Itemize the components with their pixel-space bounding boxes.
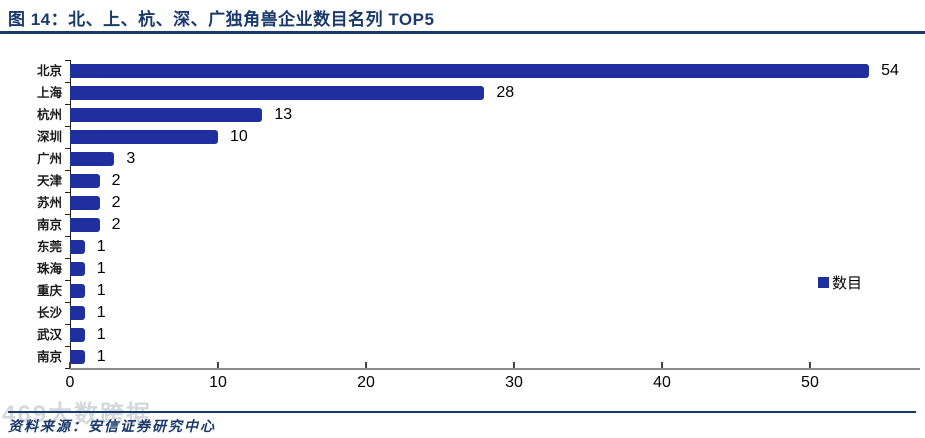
y-axis-tick (65, 367, 70, 369)
y-axis-tick (65, 59, 70, 61)
bar (70, 284, 85, 298)
title-divider-line (0, 31, 925, 34)
bar (70, 64, 870, 78)
y-axis-line (70, 60, 71, 368)
category-label: 天津 (36, 174, 62, 188)
value-label: 54 (881, 62, 899, 79)
bar (70, 130, 218, 144)
category-label: 上海 (36, 86, 62, 100)
category-label: 武汉 (36, 328, 62, 342)
category-label: 南京 (36, 218, 62, 232)
y-axis-tick (65, 103, 70, 105)
value-label: 1 (96, 326, 106, 343)
bar (70, 350, 85, 364)
category-label: 北京 (36, 64, 62, 78)
y-axis-tick (65, 125, 70, 127)
category-label: 东莞 (36, 240, 62, 254)
y-axis-tick (65, 257, 70, 259)
y-axis-tick (65, 169, 70, 171)
x-axis-tick (365, 362, 367, 368)
legend-swatch-icon (818, 277, 829, 288)
bar (70, 240, 85, 254)
x-axis-tick-label: 40 (653, 374, 671, 391)
value-label: 2 (111, 216, 121, 233)
category-label: 长沙 (36, 306, 62, 320)
value-label: 13 (274, 106, 293, 123)
value-label: 2 (111, 194, 121, 211)
x-axis-tick (513, 362, 515, 368)
y-axis-tick (65, 323, 70, 325)
x-axis-tick (217, 362, 219, 368)
bar (70, 196, 100, 210)
y-axis-tick (65, 345, 70, 347)
y-axis-tick (65, 191, 70, 193)
y-axis-tick (65, 235, 70, 237)
x-axis-tick (661, 362, 663, 368)
category-label: 苏州 (36, 196, 62, 210)
x-axis-tick-label: 0 (65, 374, 75, 391)
bar (70, 218, 100, 232)
category-label: 广州 (36, 152, 62, 166)
category-label: 重庆 (36, 284, 62, 298)
watermark: 469大数跨据 (2, 401, 153, 428)
x-axis-line (70, 368, 920, 370)
value-label: 1 (96, 238, 106, 255)
x-axis-tick-label: 20 (357, 374, 375, 391)
bar (70, 328, 85, 342)
bar (70, 86, 485, 100)
bar (70, 152, 115, 166)
footer-divider-line (8, 411, 916, 413)
bar (70, 306, 85, 320)
value-label: 1 (96, 260, 106, 277)
category-label: 南京 (36, 350, 62, 364)
value-label: 3 (126, 150, 136, 167)
x-axis-tick-label: 10 (209, 374, 227, 391)
bar (70, 174, 100, 188)
x-axis-tick-label: 50 (801, 374, 819, 391)
legend-label: 数目 (832, 275, 863, 292)
source-note: 资料来源：安信证券研究中心 (8, 420, 216, 435)
value-label: 2 (111, 172, 121, 189)
x-axis-tick (809, 362, 811, 368)
figure-title: 图 14：北、上、杭、深、广独角兽企业数目名列 TOP5 (8, 10, 435, 29)
category-label: 深圳 (36, 130, 62, 144)
category-label: 珠海 (36, 262, 62, 276)
y-axis-tick (65, 81, 70, 83)
y-axis-tick (65, 147, 70, 149)
value-label: 10 (229, 128, 248, 145)
x-axis-tick-label: 30 (505, 374, 523, 391)
bar (70, 108, 263, 122)
value-label: 1 (96, 304, 106, 321)
y-axis-tick (65, 213, 70, 215)
y-axis-tick (65, 301, 70, 303)
value-label: 28 (496, 84, 515, 101)
legend: 数目 (818, 272, 862, 293)
bar-chart: 数目 北京 54 上海 28 杭州 13 深圳 10 广州 3 天津 2 苏州 2 南京 2 东莞 1 珠海 1 重庆 1… (0, 59, 925, 400)
bar (70, 262, 85, 276)
x-axis-tick (69, 362, 71, 368)
y-axis-tick (65, 279, 70, 281)
category-label: 杭州 (36, 108, 62, 122)
value-label: 1 (96, 348, 106, 365)
value-label: 1 (96, 282, 106, 299)
